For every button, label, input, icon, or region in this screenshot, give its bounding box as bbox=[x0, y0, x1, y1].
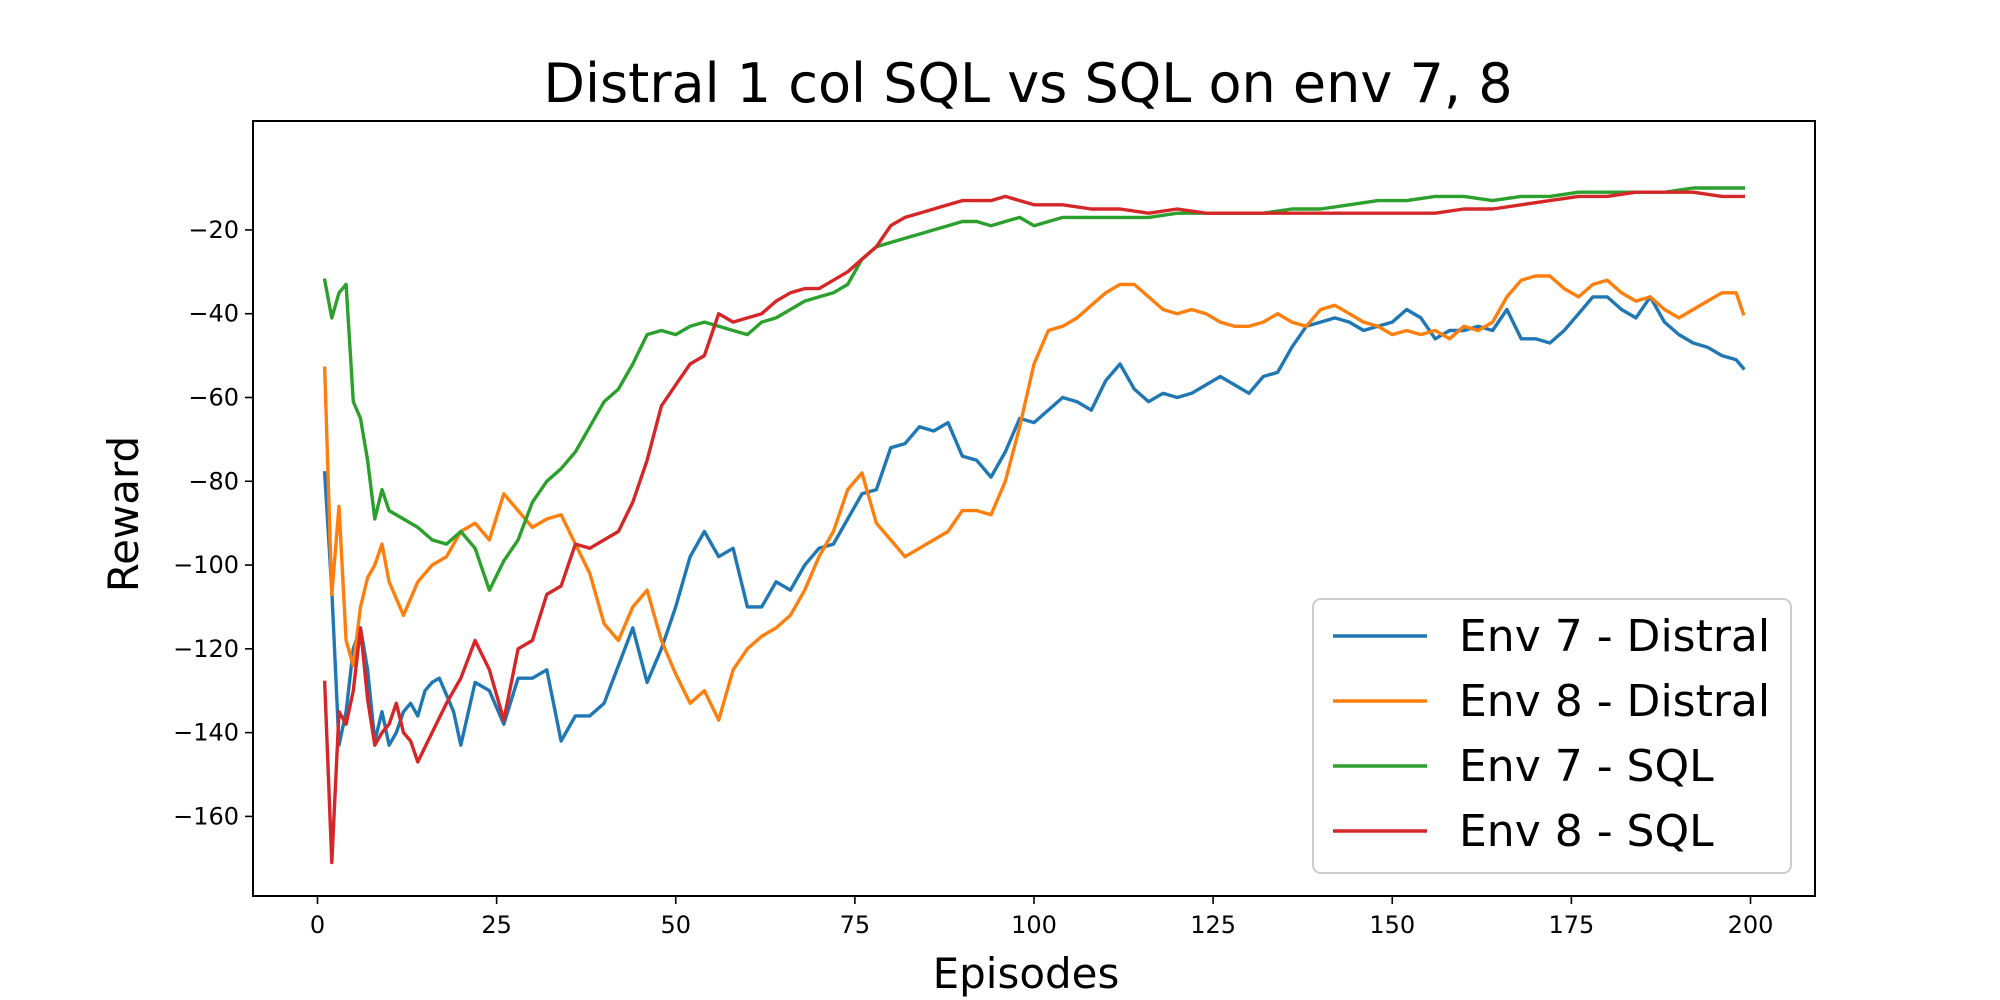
y-tick-label: −100 bbox=[173, 551, 239, 579]
x-tick-label: 100 bbox=[1011, 911, 1057, 939]
x-tick-label: 25 bbox=[481, 911, 512, 939]
y-axis-label: Reward bbox=[99, 436, 148, 592]
x-tick-label: 0 bbox=[310, 911, 325, 939]
x-tick-label: 75 bbox=[840, 911, 871, 939]
x-axis: 0 25 50 75 100 125 150 175 200 bbox=[310, 896, 1774, 939]
legend-label-env-8-sql: Env 8 - SQL bbox=[1459, 806, 1714, 857]
x-tick-label: 150 bbox=[1369, 911, 1415, 939]
legend: Env 7 - Distral Env 8 - Distral Env 7 - SQ… bbox=[1312, 598, 1792, 874]
series-line-env-8-sql bbox=[322, 190, 1746, 865]
y-axis: −160 −140 −120 −100 −80 −60 −40 −20 bbox=[173, 216, 253, 830]
series-line-env-8-distral bbox=[322, 274, 1746, 722]
y-tick-label: −20 bbox=[188, 216, 239, 244]
series-lines bbox=[322, 186, 1746, 865]
chart-title: Distral 1 col SQL vs SQL on env 7, 8 bbox=[543, 52, 1512, 115]
y-tick-label: −80 bbox=[188, 467, 239, 495]
y-tick-label: −60 bbox=[188, 383, 239, 411]
y-tick-label: −140 bbox=[173, 719, 239, 747]
x-tick-label: 125 bbox=[1190, 911, 1236, 939]
x-axis-label: Episodes bbox=[933, 949, 1120, 998]
y-tick-label: −40 bbox=[188, 300, 239, 328]
legend-label-env-7-distral: Env 7 - Distral bbox=[1459, 611, 1770, 662]
y-tick-label: −160 bbox=[173, 802, 239, 830]
legend-label-env-7-sql: Env 7 - SQL bbox=[1459, 741, 1714, 792]
x-tick-label: 175 bbox=[1548, 911, 1594, 939]
legend-box bbox=[1312, 598, 1792, 874]
legend-label-env-8-distral: Env 8 - Distral bbox=[1459, 676, 1770, 727]
x-tick-label: 200 bbox=[1728, 911, 1774, 939]
x-tick-label: 50 bbox=[660, 911, 691, 939]
series-line-env-7-distral bbox=[322, 295, 1746, 747]
y-tick-label: −120 bbox=[173, 635, 239, 663]
series-line-env-7-sql bbox=[322, 186, 1746, 592]
